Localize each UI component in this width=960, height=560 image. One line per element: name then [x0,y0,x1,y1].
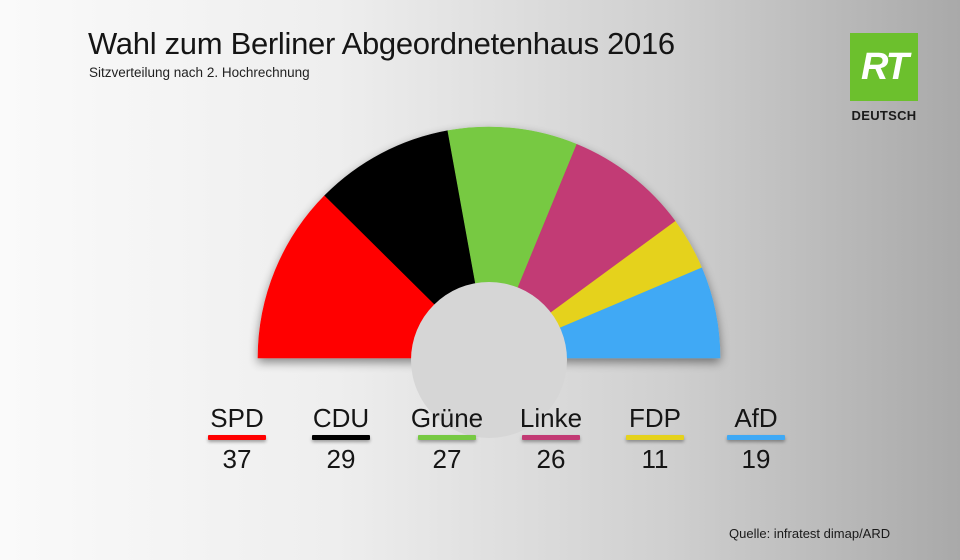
chart-title: Wahl zum Berliner Abgeordnetenhaus 2016 [88,26,675,61]
chart-subtitle: Sitzverteilung nach 2. Hochrechnung [89,65,310,80]
chart-center-hole [411,282,567,438]
rt-logo-caption: DEUTSCH [851,108,917,123]
source-note: Quelle: infratest dimap/ARD [729,526,891,541]
rt-logo: RT [850,33,918,101]
rt-logo-mark: RT [861,45,909,88]
